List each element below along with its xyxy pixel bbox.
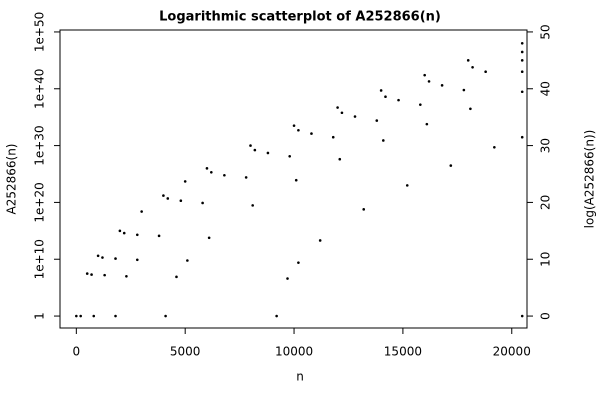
point — [338, 157, 342, 161]
point — [340, 111, 344, 115]
point — [353, 115, 357, 118]
point — [166, 197, 170, 200]
point — [175, 275, 178, 279]
point — [79, 314, 82, 318]
point — [179, 199, 183, 203]
point — [469, 107, 472, 111]
point — [318, 239, 322, 242]
y2-tick-label: 40 — [539, 81, 553, 96]
y2-tick-label: 10 — [539, 252, 553, 267]
y2-tick-label: 0 — [539, 312, 553, 320]
point — [266, 151, 270, 155]
point — [520, 59, 524, 62]
point — [375, 119, 379, 122]
point — [471, 65, 474, 69]
x-tick-label: 10000 — [275, 345, 313, 359]
point — [90, 273, 93, 276]
point — [251, 204, 254, 207]
y-tick-label: 1e+30 — [33, 125, 47, 165]
point — [297, 128, 300, 132]
point — [520, 50, 524, 54]
point — [397, 98, 400, 102]
point — [379, 89, 383, 92]
y-tick-label: 1e+40 — [33, 69, 47, 109]
point — [286, 277, 289, 280]
y-tick-label: 1 — [33, 312, 47, 320]
point — [114, 257, 117, 260]
x-tick-label: 0 — [73, 345, 81, 359]
point — [466, 59, 470, 62]
point — [275, 314, 278, 318]
point — [493, 145, 496, 149]
point — [405, 184, 409, 187]
point — [157, 234, 161, 238]
point — [520, 90, 524, 94]
point — [135, 233, 139, 237]
y-axis-label: A252866(n) — [5, 144, 19, 215]
point — [384, 95, 387, 99]
point — [164, 314, 167, 318]
y-tick-label: 1e+10 — [33, 239, 47, 279]
point — [125, 274, 128, 278]
plot-box — [59, 29, 528, 329]
x-tick-label: 20000 — [493, 345, 531, 359]
point — [207, 236, 211, 240]
point — [183, 180, 187, 183]
y-tick-label: 1e+20 — [33, 182, 47, 222]
point — [310, 132, 313, 135]
point — [362, 208, 366, 211]
point — [253, 148, 257, 152]
y2-axis-label: log(A252866(n)) — [583, 130, 597, 229]
point — [297, 261, 300, 264]
point — [223, 173, 226, 177]
y2-tick-label: 20 — [539, 195, 553, 210]
point — [292, 124, 296, 127]
point — [331, 135, 335, 139]
point — [520, 42, 524, 45]
y2-tick-label: 30 — [539, 138, 553, 153]
point — [382, 139, 385, 142]
point — [249, 144, 252, 147]
point — [92, 314, 96, 318]
x-tick-label: 15000 — [384, 345, 422, 359]
x-tick-label: 5000 — [170, 345, 201, 359]
point — [449, 164, 453, 167]
point — [135, 258, 139, 262]
point — [118, 229, 122, 233]
point — [75, 314, 78, 318]
point — [114, 314, 117, 318]
point — [419, 103, 422, 106]
point — [210, 170, 213, 174]
point — [186, 259, 189, 262]
point — [162, 194, 165, 197]
point — [440, 84, 444, 87]
x-axis-label: n — [296, 370, 304, 384]
point — [520, 70, 524, 74]
point — [85, 272, 89, 275]
point — [484, 70, 487, 74]
chart-title: Logarithmic scatterplot of A252866(n) — [159, 10, 441, 25]
point — [425, 122, 429, 126]
point — [462, 88, 466, 92]
point — [205, 167, 209, 170]
point — [101, 256, 104, 259]
point — [423, 73, 426, 77]
point — [96, 254, 100, 258]
point — [103, 273, 106, 277]
point — [294, 178, 298, 182]
point — [140, 210, 143, 213]
point — [336, 106, 339, 109]
point — [201, 201, 204, 205]
y-tick-label: 1e+50 — [33, 12, 47, 52]
point — [520, 135, 524, 139]
point — [244, 176, 248, 179]
point — [122, 231, 126, 235]
y2-tick-label: 50 — [539, 24, 553, 39]
point — [288, 155, 291, 158]
point — [427, 80, 431, 83]
point — [520, 314, 524, 318]
